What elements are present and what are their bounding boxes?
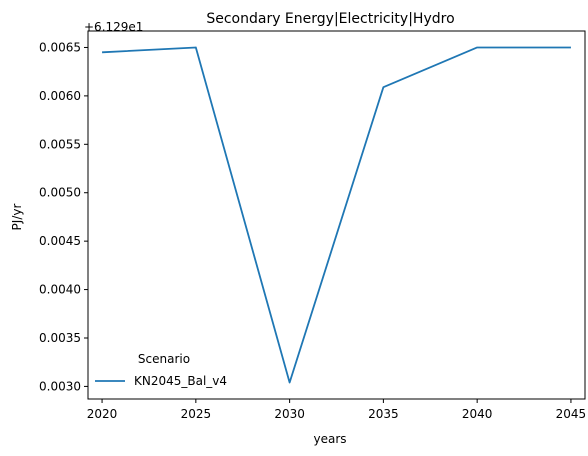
x-tick-label: 2020: [87, 407, 118, 421]
legend-title: Scenario: [138, 352, 190, 366]
x-tick-label: 2045: [556, 407, 587, 421]
x-axis: 2020 2025 2030 2035 2040 2045: [87, 399, 586, 421]
chart-title: Secondary Energy|Electricity|Hydro: [206, 11, 454, 27]
y-axis: 0.0030 0.0035 0.0040 0.0045 0.0050 0.0055 0.00…: [39, 40, 88, 393]
x-axis-label: years: [313, 432, 346, 446]
x-tick-label: 2035: [368, 407, 399, 421]
series-line-kn2045-bal-v4: [102, 46, 571, 384]
y-tick-label: 0.0035: [39, 331, 81, 345]
x-tick-label: 2030: [274, 407, 305, 421]
legend-label: KN2045_Bal_v4: [134, 374, 227, 388]
y-tick-label: 0.0055: [39, 137, 81, 151]
y-tick-label: 0.0060: [39, 89, 81, 103]
y-tick-label: 0.0030: [39, 379, 81, 393]
legend: Scenario KN2045_Bal_v4: [95, 352, 227, 388]
y-tick-label: 0.0040: [39, 283, 81, 297]
y-axis-label: PJ/yr: [10, 204, 24, 231]
y-offset-label: +6.129e1: [84, 20, 143, 34]
y-tick-label: 0.0065: [39, 40, 81, 54]
y-tick-label: 0.0045: [39, 234, 81, 248]
y-tick-label: 0.0050: [39, 186, 81, 200]
x-tick-label: 2040: [462, 407, 493, 421]
x-tick-label: 2025: [181, 407, 212, 421]
plot-area: [87, 30, 586, 400]
